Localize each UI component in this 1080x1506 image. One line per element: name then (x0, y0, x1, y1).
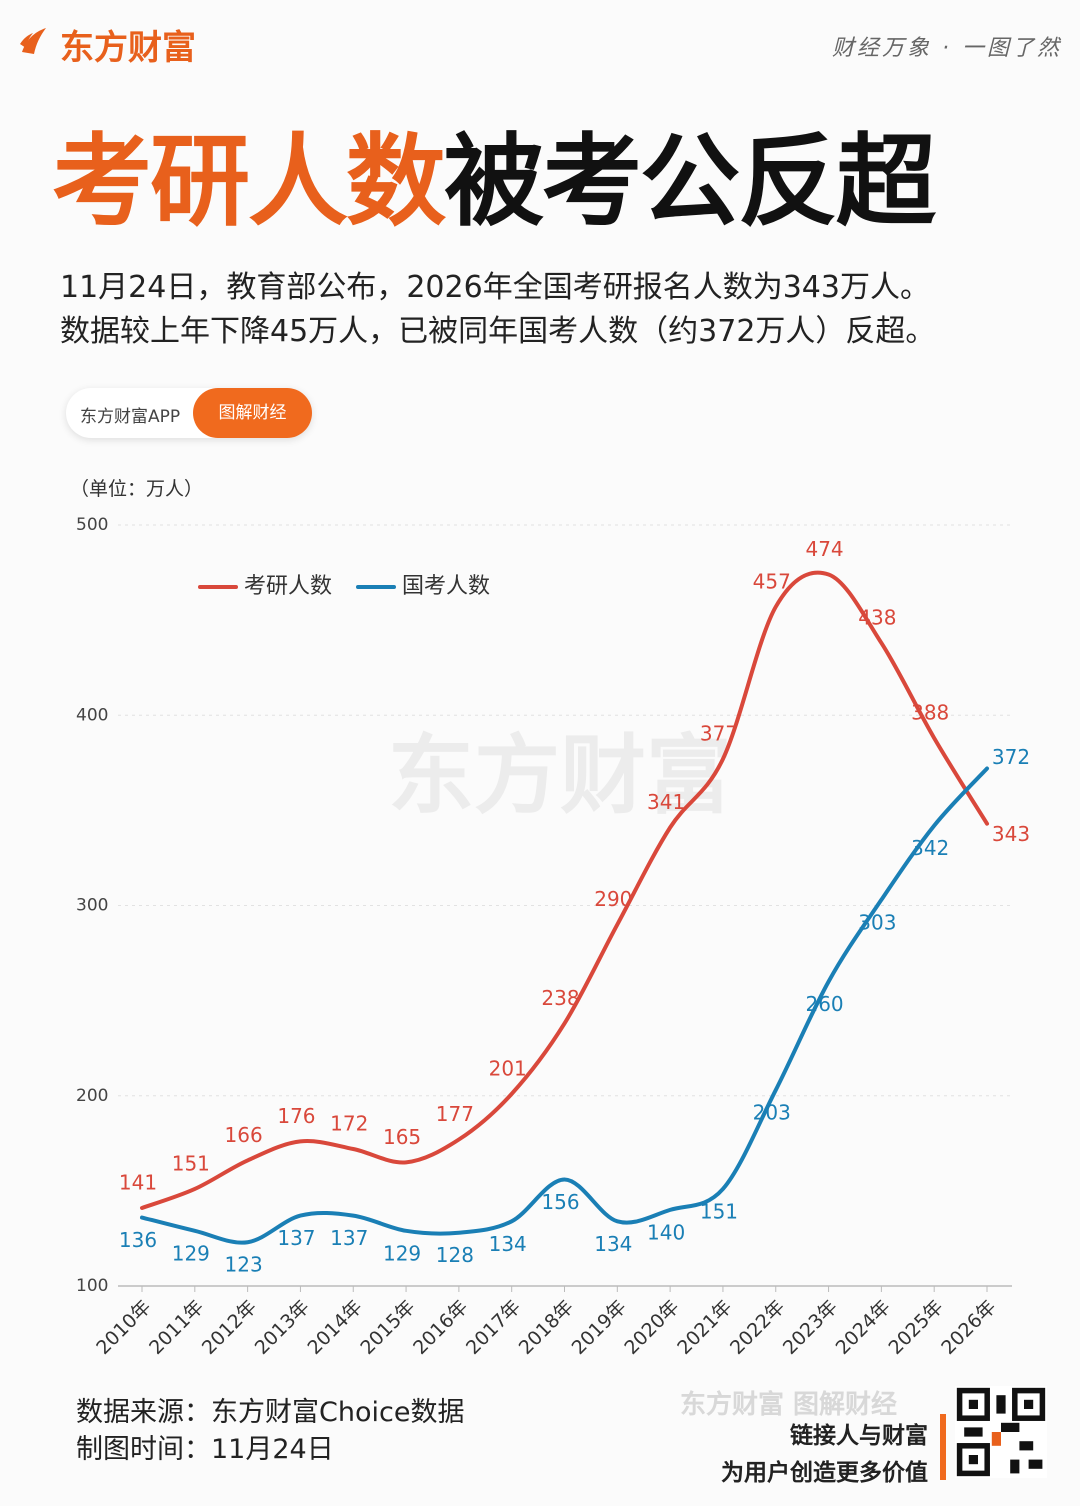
y-tick-label: 400 (76, 705, 108, 725)
value-label: 457 (753, 569, 791, 593)
qr-code (955, 1386, 1047, 1478)
watermark: 东方财富 (388, 726, 732, 826)
title: 考研人数被考公反超 (52, 100, 936, 245)
value-label: 341 (647, 790, 685, 814)
x-tick-label: 2017年 (462, 1296, 525, 1359)
value-label: 238 (541, 986, 579, 1010)
value-label: 134 (489, 1232, 527, 1256)
value-label: 151 (700, 1199, 738, 1223)
value-label: 140 (647, 1220, 685, 1244)
value-label: 137 (277, 1226, 315, 1250)
subtitle: 数据较上年下降45万人，已被同年国考人数（约372万人）反超。 (60, 314, 936, 349)
y-tick-label: 300 (76, 896, 108, 916)
x-tick-label: 2015年 (356, 1296, 419, 1359)
x-tick-label: 2020年 (620, 1296, 683, 1359)
x-tick-label: 2025年 (884, 1296, 947, 1359)
logo-icon (20, 28, 46, 54)
value-label: 343 (992, 822, 1030, 846)
x-tick-label: 2010年 (92, 1296, 155, 1359)
badge-app: 东方财富APP (80, 407, 181, 427)
x-tick-label: 2021年 (673, 1296, 736, 1359)
footer-slogan: 链接人与财富 (790, 1423, 928, 1449)
y-tick-label: 500 (76, 515, 108, 535)
value-label: 151 (172, 1151, 210, 1175)
logo: 东方财富 (60, 28, 196, 68)
value-label: 260 (805, 992, 843, 1016)
value-label: 388 (911, 701, 949, 725)
x-tick-label: 2022年 (726, 1296, 789, 1359)
x-tick-label: 2018年 (515, 1296, 578, 1359)
value-label: 128 (436, 1243, 474, 1267)
value-label: 377 (700, 722, 738, 746)
value-label: 372 (992, 745, 1030, 769)
value-label: 177 (436, 1102, 474, 1126)
legend-label: 考研人数 (244, 574, 332, 599)
value-label: 203 (753, 1101, 791, 1125)
value-label: 165 (383, 1125, 421, 1149)
y-tick-label: 200 (76, 1086, 108, 1106)
legend-label: 国考人数 (402, 574, 490, 599)
value-label: 123 (225, 1253, 263, 1277)
x-tick-label: 2013年 (251, 1296, 314, 1359)
y-tick-label: 100 (76, 1276, 108, 1296)
value-label: 136 (119, 1228, 157, 1252)
value-label: 166 (225, 1123, 263, 1147)
title-rest: 被考公反超 (444, 123, 936, 240)
value-label: 129 (383, 1241, 421, 1265)
value-label: 141 (119, 1170, 157, 1194)
slogan: 财经万象 · 一图了然 (832, 36, 1062, 61)
line (140, 570, 989, 1210)
badge-button[interactable]: 图解财经 (193, 388, 312, 438)
title-highlight: 考研人数 (52, 123, 446, 240)
accent-bar (940, 1414, 946, 1480)
x-tick-label: 2019年 (568, 1296, 631, 1359)
date: 制图时间：11月24日 (76, 1434, 334, 1465)
value-label: 156 (541, 1190, 579, 1214)
value-label: 172 (330, 1112, 368, 1136)
x-tick-label: 2012年 (198, 1296, 261, 1359)
x-tick-label: 2024年 (832, 1296, 895, 1359)
unit-label: （单位：万人） (70, 478, 204, 500)
x-tick-label: 2011年 (145, 1296, 208, 1359)
value-label: 303 (858, 910, 896, 934)
value-label: 474 (805, 537, 843, 561)
x-tick-label: 2014年 (303, 1296, 366, 1359)
x-tick-label: 2016年 (409, 1296, 472, 1359)
subtitle: 11月24日，教育部公布，2026年全国考研报名人数为343万人。 (60, 270, 930, 305)
value-label: 201 (489, 1056, 527, 1080)
value-label: 137 (330, 1226, 368, 1250)
value-label: 342 (911, 836, 949, 860)
x-tick-label: 2023年 (779, 1296, 842, 1359)
value-label: 438 (858, 605, 896, 629)
footer-brand: 东方财富 图解财经 (680, 1390, 898, 1420)
value-label: 176 (277, 1104, 315, 1128)
line (140, 766, 989, 1245)
value-label: 290 (594, 887, 632, 911)
value-label: 129 (172, 1241, 210, 1265)
footer-slogan: 为用户创造更多价值 (721, 1460, 928, 1486)
x-tick-label: 2026年 (937, 1296, 1000, 1359)
value-label: 134 (594, 1232, 632, 1256)
source: 数据来源：东方财富Choice数据 (76, 1397, 465, 1428)
